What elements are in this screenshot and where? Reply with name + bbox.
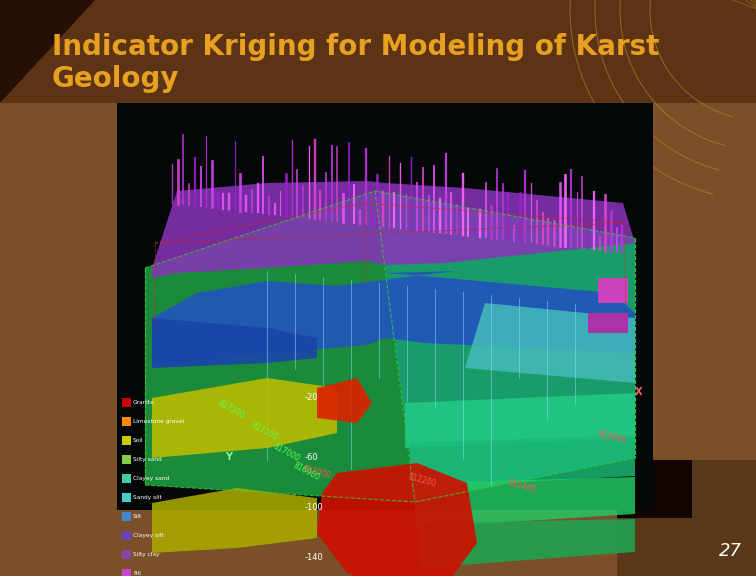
Text: Geology: Geology bbox=[52, 65, 179, 93]
Text: 812000: 812000 bbox=[302, 464, 332, 480]
Text: Soil: Soil bbox=[133, 438, 144, 443]
Polygon shape bbox=[415, 477, 635, 528]
Bar bbox=[122, 417, 131, 426]
Bar bbox=[588, 313, 628, 333]
Bar bbox=[122, 569, 131, 576]
Text: Sandy silt: Sandy silt bbox=[133, 495, 162, 500]
Text: -20: -20 bbox=[305, 393, 318, 403]
Polygon shape bbox=[405, 393, 635, 448]
Bar bbox=[598, 278, 628, 303]
Text: Clayey sand: Clayey sand bbox=[133, 476, 169, 481]
Bar bbox=[122, 474, 131, 483]
Polygon shape bbox=[375, 191, 635, 502]
Text: X: X bbox=[635, 387, 643, 397]
Text: 817200: 817200 bbox=[217, 399, 246, 420]
Text: -140: -140 bbox=[305, 554, 324, 563]
Text: Silt: Silt bbox=[133, 514, 142, 519]
Polygon shape bbox=[410, 435, 635, 488]
Text: Silty sand: Silty sand bbox=[133, 457, 162, 462]
Text: 812200: 812200 bbox=[407, 472, 437, 488]
Text: 816900: 816900 bbox=[292, 460, 322, 482]
Polygon shape bbox=[152, 378, 337, 458]
Bar bbox=[122, 398, 131, 407]
Text: 812600: 812600 bbox=[597, 429, 627, 445]
Polygon shape bbox=[317, 378, 372, 423]
Polygon shape bbox=[145, 191, 415, 502]
Bar bbox=[617, 460, 756, 576]
Bar bbox=[122, 512, 131, 521]
Text: Limestone gravel: Limestone gravel bbox=[133, 419, 184, 424]
Text: Fill: Fill bbox=[133, 571, 141, 576]
Text: 817100: 817100 bbox=[250, 420, 280, 442]
Text: Granite: Granite bbox=[133, 400, 155, 405]
Bar bbox=[117, 103, 653, 510]
Text: Y: Y bbox=[225, 452, 232, 462]
Bar bbox=[617, 460, 692, 518]
Bar bbox=[122, 493, 131, 502]
Text: 817000: 817000 bbox=[272, 441, 302, 463]
Bar bbox=[122, 550, 131, 559]
Text: 27: 27 bbox=[719, 542, 742, 560]
Polygon shape bbox=[420, 519, 635, 568]
Bar bbox=[0, 0, 756, 103]
Polygon shape bbox=[152, 488, 317, 553]
Bar bbox=[122, 531, 131, 540]
Bar bbox=[122, 436, 131, 445]
Polygon shape bbox=[152, 271, 635, 368]
Text: -60: -60 bbox=[305, 453, 318, 463]
Polygon shape bbox=[317, 463, 477, 576]
Bar bbox=[122, 455, 131, 464]
Text: Clayey silt: Clayey silt bbox=[133, 533, 163, 538]
Polygon shape bbox=[0, 0, 95, 103]
Polygon shape bbox=[152, 318, 317, 368]
Polygon shape bbox=[465, 303, 635, 383]
Text: Silty clay: Silty clay bbox=[133, 552, 160, 557]
Text: 812400: 812400 bbox=[507, 478, 538, 494]
Polygon shape bbox=[152, 181, 635, 278]
Text: -100: -100 bbox=[305, 503, 324, 513]
Text: Indicator Kriging for Modeling of Karst: Indicator Kriging for Modeling of Karst bbox=[52, 33, 659, 61]
